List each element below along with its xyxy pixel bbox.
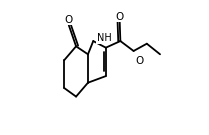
Text: O: O — [65, 15, 73, 25]
Text: NH: NH — [97, 33, 111, 43]
Text: O: O — [116, 12, 124, 22]
Text: O: O — [135, 56, 143, 66]
